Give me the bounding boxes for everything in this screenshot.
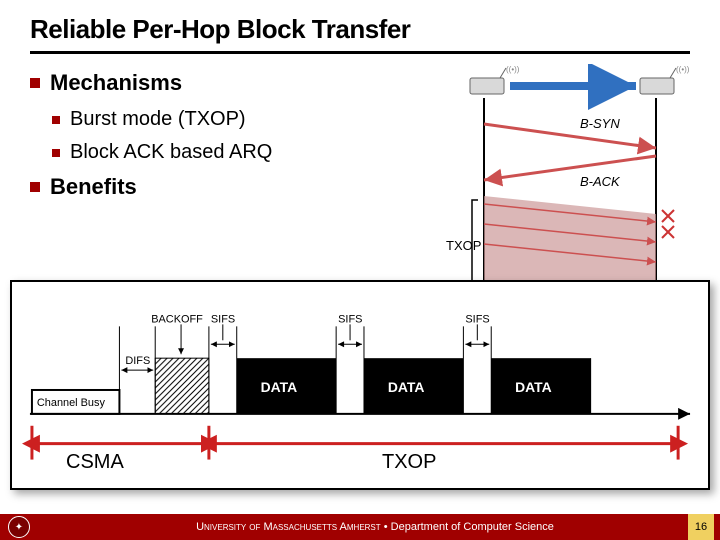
footer-univ: University of Massachusetts Amherst <box>196 521 381 533</box>
footer-text: University of Massachusetts Amherst • De… <box>38 521 712 533</box>
txop-band-label: TXOP <box>446 238 481 253</box>
svg-text:((•)): ((•)) <box>506 65 520 74</box>
x-marks <box>662 210 674 238</box>
sifs-0-label: SIFS <box>211 313 235 325</box>
data-2-label: DATA <box>515 379 552 395</box>
csma-label: CSMA <box>66 451 124 474</box>
data-1-label: DATA <box>388 379 425 395</box>
protocol-figure: ((•)) ((•)) B-SYN B-ACK TXOP <box>440 64 710 304</box>
channel-busy-label: Channel Busy <box>37 397 106 409</box>
sifs-2-label: SIFS <box>465 313 489 325</box>
slide: Reliable Per-Hop Block Transfer Mechanis… <box>0 0 720 540</box>
txop-label: TXOP <box>382 451 436 474</box>
bsyn-label: B-SYN <box>580 116 620 131</box>
difs-label: DIFS <box>125 355 150 367</box>
node-right: ((•)) <box>640 65 690 94</box>
slide-title: Reliable Per-Hop Block Transfer <box>30 14 690 54</box>
sifs-1-label: SIFS <box>338 313 362 325</box>
svg-text:((•)): ((•)) <box>676 65 690 74</box>
bsyn-arrow <box>484 124 656 148</box>
back-label: B-ACK <box>580 174 621 189</box>
timing-diagram-card: Channel Busy DIFS BACKOFF SIFS DATA S <box>10 280 710 490</box>
seal-icon: ✦ <box>8 516 30 538</box>
data-0-label: DATA <box>261 379 298 395</box>
back-arrow <box>484 156 656 180</box>
page-number: 16 <box>688 514 714 540</box>
footer-dept: Department of Computer Science <box>391 521 554 533</box>
footer-bullet: • <box>384 521 388 533</box>
backoff-label: BACKOFF <box>151 313 203 325</box>
footer: ✦ University of Massachusetts Amherst • … <box>0 514 720 540</box>
backoff-box <box>155 358 209 414</box>
